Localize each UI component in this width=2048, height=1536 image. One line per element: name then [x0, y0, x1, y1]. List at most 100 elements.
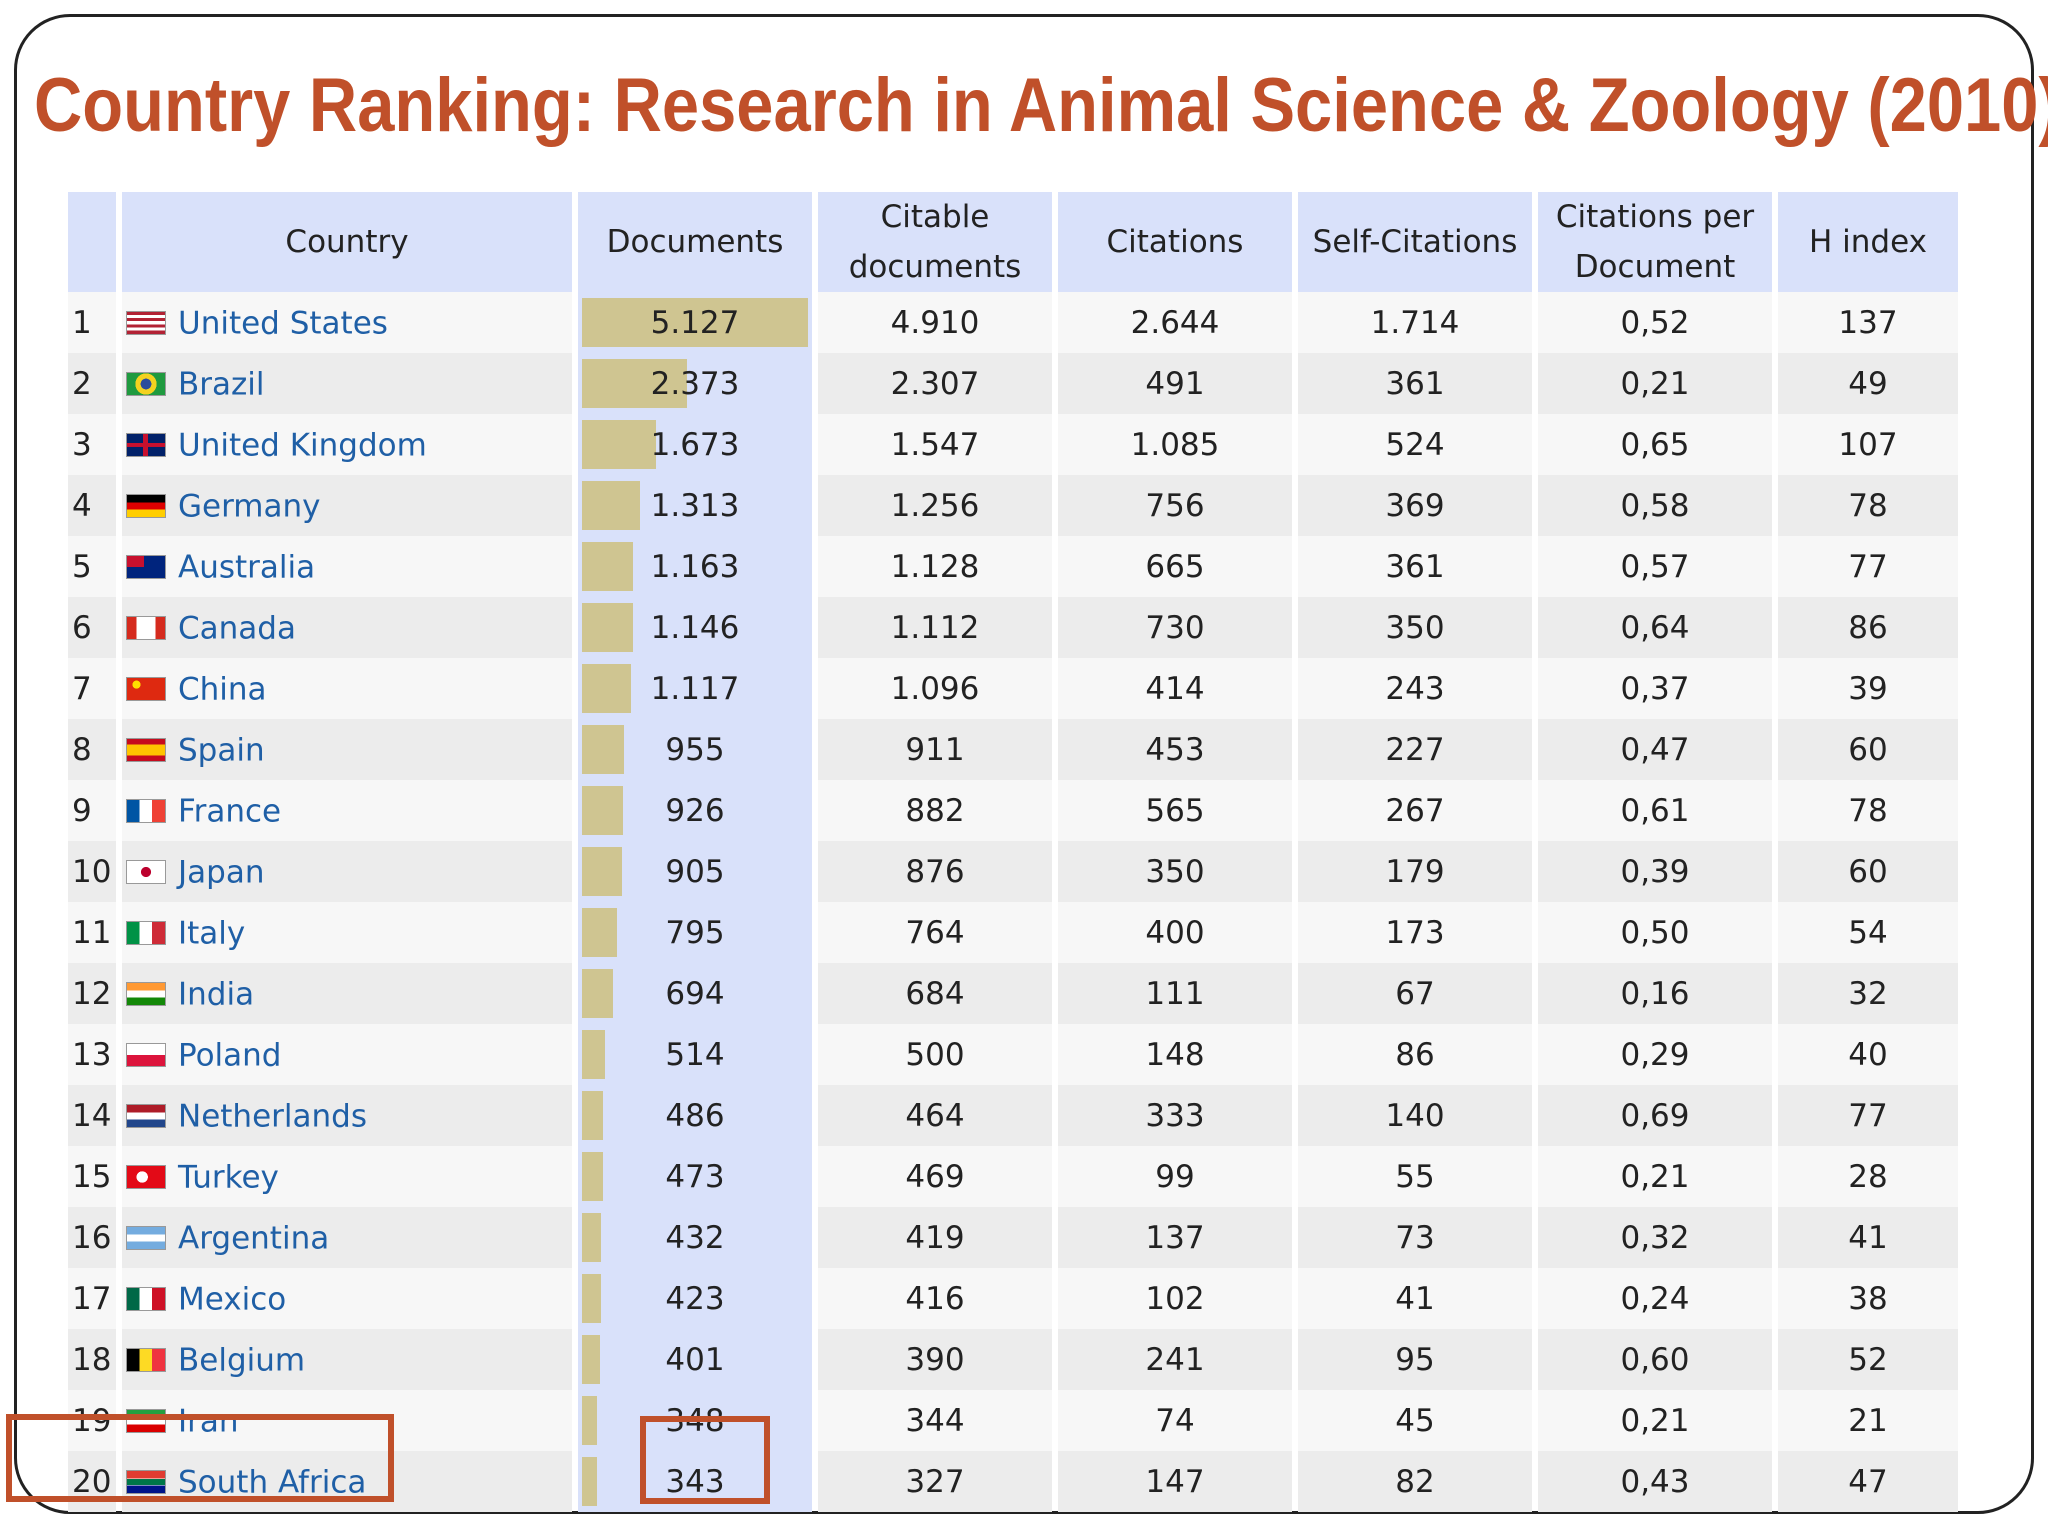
- country-link[interactable]: Turkey: [178, 1159, 279, 1196]
- documents-bar: [582, 1396, 597, 1445]
- h-index-cell: 86: [1778, 597, 1958, 658]
- documents-bar: [582, 542, 633, 591]
- header-citable-documents[interactable]: Citable documents: [818, 192, 1052, 292]
- country-link[interactable]: Netherlands: [178, 1098, 367, 1135]
- country-link[interactable]: China: [178, 671, 267, 708]
- citations-per-document-cell: 0,58: [1538, 475, 1772, 536]
- documents-value: 1.146: [650, 609, 740, 646]
- country-cell: Turkey: [122, 1146, 572, 1207]
- ranking-table-wrapper: Country Documents Citable documents Cita…: [68, 192, 1958, 1512]
- country-link[interactable]: Australia: [178, 549, 316, 586]
- header-self-citations[interactable]: Self-Citations: [1298, 192, 1532, 292]
- in-flag-icon: [126, 982, 166, 1007]
- header-citations-per-document[interactable]: Citations per Document: [1538, 192, 1772, 292]
- documents-bar: [582, 1091, 603, 1140]
- documents-cell: 926: [578, 780, 812, 841]
- self-citations-cell: 227: [1298, 719, 1532, 780]
- documents-cell: 1.146: [578, 597, 812, 658]
- country-link[interactable]: United Kingdom: [178, 427, 427, 464]
- country-link[interactable]: United States: [178, 305, 388, 342]
- documents-value: 1.313: [650, 487, 740, 524]
- country-cell: Netherlands: [122, 1085, 572, 1146]
- citations-cell: 74: [1058, 1390, 1292, 1451]
- citations-cell: 453: [1058, 719, 1292, 780]
- rank-cell: 15: [68, 1146, 116, 1207]
- documents-value: 1.163: [650, 548, 740, 585]
- country-cell: India: [122, 963, 572, 1024]
- country-cell: Germany: [122, 475, 572, 536]
- citations-cell: 241: [1058, 1329, 1292, 1390]
- header-citations[interactable]: Citations: [1058, 192, 1292, 292]
- self-citations-cell: 140: [1298, 1085, 1532, 1146]
- documents-value: 401: [665, 1341, 725, 1378]
- country-link[interactable]: Argentina: [178, 1220, 330, 1257]
- country-link[interactable]: France: [178, 793, 282, 830]
- header-h-index[interactable]: H index: [1778, 192, 1958, 292]
- rank-cell: 13: [68, 1024, 116, 1085]
- rank-cell: 17: [68, 1268, 116, 1329]
- country-link[interactable]: Japan: [178, 854, 265, 891]
- ranking-table: Country Documents Citable documents Cita…: [62, 192, 1964, 1512]
- citable-documents-cell: 764: [818, 902, 1052, 963]
- country-cell: Iran: [122, 1390, 572, 1451]
- documents-bar: [582, 786, 623, 835]
- country-cell: Belgium: [122, 1329, 572, 1390]
- documents-cell: 423: [578, 1268, 812, 1329]
- es-flag-icon: [126, 738, 166, 763]
- country-link[interactable]: India: [178, 976, 255, 1013]
- country-cell: Mexico: [122, 1268, 572, 1329]
- rank-cell: 1: [68, 292, 116, 353]
- country-cell: Australia: [122, 536, 572, 597]
- country-link[interactable]: South Africa: [178, 1464, 367, 1501]
- country-cell: France: [122, 780, 572, 841]
- table-row: 6 Canada 1.146 1.112 730 350 0,64 86: [68, 597, 1958, 658]
- citations-per-document-cell: 0,39: [1538, 841, 1772, 902]
- citations-per-document-cell: 0,65: [1538, 414, 1772, 475]
- citations-cell: 400: [1058, 902, 1292, 963]
- citable-documents-cell: 1.128: [818, 536, 1052, 597]
- documents-value: 5.127: [650, 304, 740, 341]
- h-index-cell: 78: [1778, 780, 1958, 841]
- documents-cell: 473: [578, 1146, 812, 1207]
- country-link[interactable]: Germany: [178, 488, 321, 525]
- documents-cell: 432: [578, 1207, 812, 1268]
- citations-cell: 1.085: [1058, 414, 1292, 475]
- country-link[interactable]: Iran: [178, 1403, 239, 1440]
- header-documents[interactable]: Documents: [578, 192, 812, 292]
- documents-value: 2.373: [650, 365, 740, 402]
- table-row: 12 India 694 684 111 67 0,16 32: [68, 963, 1958, 1024]
- country-link[interactable]: Italy: [178, 915, 246, 952]
- documents-bar: [582, 481, 640, 530]
- it-flag-icon: [126, 921, 166, 946]
- country-link[interactable]: Mexico: [178, 1281, 287, 1318]
- rank-cell: 3: [68, 414, 116, 475]
- h-index-cell: 107: [1778, 414, 1958, 475]
- country-link[interactable]: Poland: [178, 1037, 282, 1074]
- citations-per-document-cell: 0,16: [1538, 963, 1772, 1024]
- h-index-cell: 40: [1778, 1024, 1958, 1085]
- table-body: 1 United States 5.127 4.910 2.644 1.714 0,52 13…: [68, 292, 1958, 1512]
- uk-flag-icon: [126, 433, 166, 458]
- country-link[interactable]: Canada: [178, 610, 296, 647]
- table-row: 17 Mexico 423 416 102 41 0,24 38: [68, 1268, 1958, 1329]
- header-cpd-line2: Document: [1574, 249, 1736, 285]
- citations-per-document-cell: 0,24: [1538, 1268, 1772, 1329]
- self-citations-cell: 73: [1298, 1207, 1532, 1268]
- country-link[interactable]: Belgium: [178, 1342, 306, 1379]
- citations-per-document-cell: 0,29: [1538, 1024, 1772, 1085]
- documents-cell: 401: [578, 1329, 812, 1390]
- h-index-cell: 38: [1778, 1268, 1958, 1329]
- h-index-cell: 137: [1778, 292, 1958, 353]
- citable-documents-cell: 464: [818, 1085, 1052, 1146]
- table-row: 4 Germany 1.313 1.256 756 369 0,58 78: [68, 475, 1958, 536]
- country-link[interactable]: Brazil: [178, 366, 265, 403]
- citations-cell: 565: [1058, 780, 1292, 841]
- documents-bar: [582, 1274, 601, 1323]
- documents-cell: 694: [578, 963, 812, 1024]
- br-flag-icon: [126, 372, 166, 397]
- header-rank[interactable]: [68, 192, 116, 292]
- country-link[interactable]: Spain: [178, 732, 265, 769]
- citable-documents-cell: 419: [818, 1207, 1052, 1268]
- table-row: 11 Italy 795 764 400 173 0,50 54: [68, 902, 1958, 963]
- header-country[interactable]: Country: [122, 192, 572, 292]
